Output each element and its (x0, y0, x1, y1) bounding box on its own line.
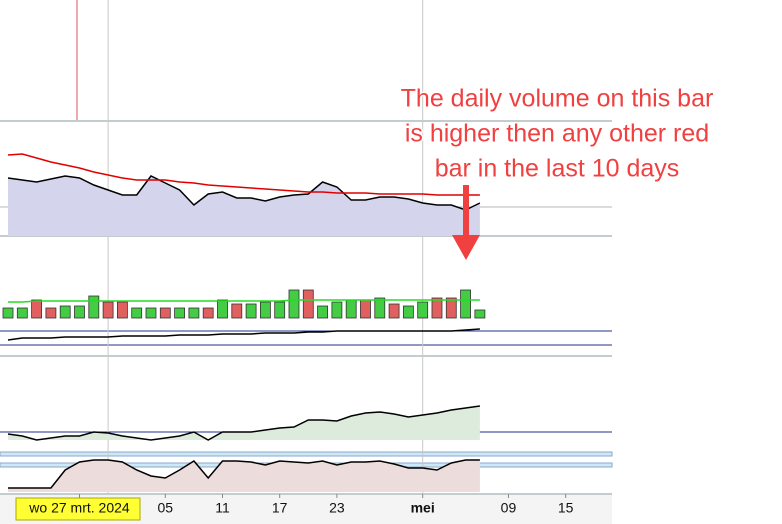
line (7, 175, 481, 211)
annotation: The daily volume on this bar (401, 85, 714, 113)
volume-bar (159, 307, 171, 319)
volume-bar (374, 297, 386, 319)
volume-bar (274, 301, 286, 319)
volume-bar (174, 307, 185, 319)
x-tick-label: 17 (272, 500, 288, 516)
volume-bar (474, 309, 486, 319)
x-tick-label: 09 (501, 500, 517, 516)
volume-bar (360, 299, 371, 319)
x-tick-label: 15 (558, 500, 574, 516)
volume-bar (288, 289, 300, 319)
plot-area (0, 0, 612, 494)
volume-bar (317, 305, 328, 319)
volume-bar (88, 295, 100, 319)
volume-bar (460, 289, 471, 319)
line (7, 328, 480, 341)
annotation: is higher then any other red (405, 120, 709, 148)
volume-bar (202, 307, 214, 319)
x-tick-label: wo 27 mrt. 2024 (28, 500, 130, 516)
volume-bar (217, 299, 228, 319)
x-tick-label: 23 (329, 500, 345, 516)
volume-bar (102, 301, 114, 319)
arrow (452, 185, 480, 260)
x-tick-label: mei (411, 500, 435, 516)
volume-bar (74, 305, 85, 319)
volume-bar (445, 297, 457, 319)
cursor-label-box (15, 497, 141, 521)
line (7, 405, 481, 441)
line (7, 153, 480, 196)
volume-bar (31, 299, 43, 319)
volume-bar (331, 301, 343, 319)
volume-bar (402, 305, 414, 319)
volume-bar (231, 303, 243, 319)
volume-bar (117, 301, 128, 319)
volume-bar (431, 297, 443, 319)
volume-bar (388, 303, 400, 319)
volume-bar (2, 307, 14, 319)
volume-bar (188, 307, 200, 319)
area-fill (8, 460, 480, 492)
volume-bar (145, 307, 157, 319)
line (8, 459, 480, 489)
volume-bar (302, 289, 314, 319)
x-tick-label: 05 (158, 500, 174, 516)
annotation: bar in the last 10 days (435, 155, 680, 183)
volume-bar (16, 307, 28, 319)
volume-bar (345, 299, 357, 319)
volume-bar (59, 305, 71, 319)
volume-bar (245, 303, 257, 319)
area-fill (8, 176, 480, 236)
volume-bar (259, 301, 271, 319)
volume-bar (417, 301, 429, 319)
volume-bar (131, 307, 143, 319)
x-tick-label: 11 (215, 500, 230, 516)
line (8, 299, 480, 303)
volume-bar (45, 307, 57, 319)
